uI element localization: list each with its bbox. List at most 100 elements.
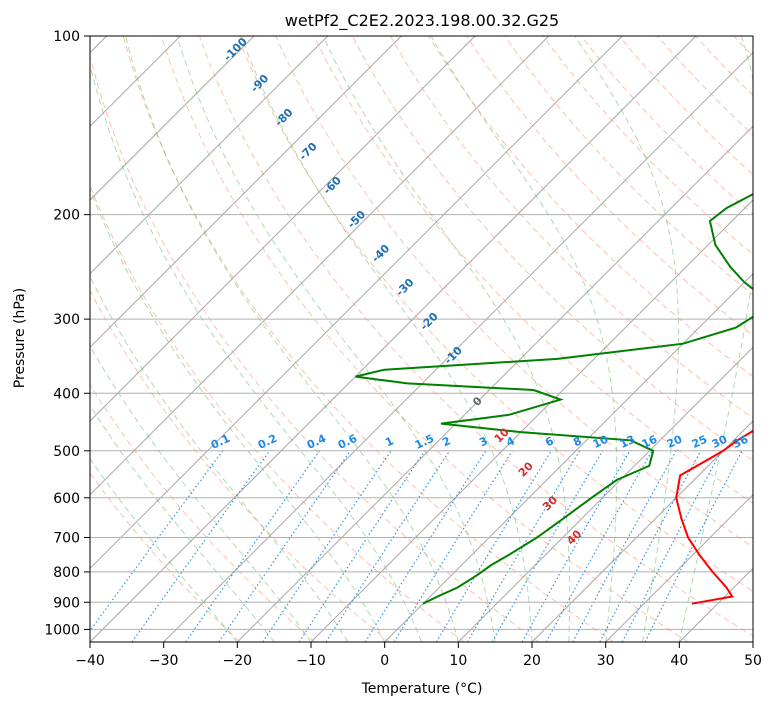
- mixing-ratio-line: [644, 450, 743, 642]
- mixing-ratio-label: 0.6: [336, 432, 359, 452]
- x-tick-label: −20: [223, 653, 253, 669]
- isotherm-line: [531, 420, 753, 642]
- y-axis-label: Pressure (hPa): [12, 288, 28, 388]
- x-tick-label: 40: [670, 653, 688, 669]
- moist-adiabat-line: [125, 36, 459, 642]
- isotherm-line: [605, 493, 753, 642]
- mixing-ratio-label: 1: [383, 434, 395, 449]
- isotherm-line: [90, 36, 402, 349]
- mixing-ratio-line: [262, 450, 392, 642]
- y-tick-label: 1000: [44, 622, 80, 638]
- y-tick-label: 400: [53, 386, 80, 402]
- mixing-ratio-line: [185, 450, 321, 642]
- moist-adiabat-line: [574, 36, 679, 642]
- mixing-ratio-label: 36: [731, 433, 751, 451]
- dry-adiabat-line: [466, 36, 753, 337]
- y-tick-label: 100: [53, 29, 80, 45]
- x-tick-label: 50: [744, 653, 762, 669]
- x-tick-label: 20: [523, 653, 541, 669]
- mixing-ratio-label: 0.4: [305, 432, 328, 452]
- moist-adiabat-label: -60: [321, 174, 344, 197]
- background-lines: [90, 36, 753, 642]
- isotherm-line: [90, 36, 550, 496]
- mixing-ratio-line: [325, 450, 451, 642]
- moist-adiabat-label: -30: [393, 276, 416, 299]
- moist-adiabat-label: 30: [540, 493, 560, 513]
- isotherm-line: [90, 36, 697, 642]
- dry-adiabat-line: [695, 36, 753, 97]
- dry-adiabat-line: [657, 36, 753, 136]
- profile-lines: [355, 192, 753, 605]
- dry-adiabat-line: [389, 36, 753, 419]
- mixing-ratio-label: 25: [690, 433, 709, 451]
- y-tick-label: 700: [53, 531, 80, 547]
- mixing-ratio-label: 13: [618, 433, 637, 451]
- dry-adiabat-line: [122, 36, 614, 642]
- plot-frame: [89, 35, 754, 643]
- x-tick-label: −30: [149, 653, 179, 669]
- mixing-ratio-label: 16: [640, 433, 660, 451]
- mixing-ratio-label: 30: [710, 433, 730, 451]
- dry-adiabat-line: [504, 36, 753, 296]
- moist-adiabat-line: [90, 457, 238, 642]
- pressure-gridlines: [90, 36, 753, 630]
- x-tick-label: 30: [597, 653, 615, 669]
- dry-adiabat-line: [199, 36, 753, 637]
- x-axis: −40 −30 −20 −10 0 10 20 30 40 50: [75, 642, 762, 669]
- moist-adiabat-label: -90: [248, 72, 271, 95]
- y-tick-label: 600: [53, 491, 80, 507]
- moist-adiabat-label: -50: [345, 208, 368, 231]
- x-tick-label: 0: [380, 653, 389, 669]
- isotherm-line: [90, 36, 476, 422]
- mixing-ratio-line: [621, 450, 722, 642]
- x-axis-label: Temperature (°C): [361, 681, 483, 697]
- moist-adiabat-line: [90, 275, 349, 642]
- isotherm-line: [384, 272, 753, 642]
- moist-adiabat-line: [678, 36, 753, 642]
- mixing-ratio-line: [435, 450, 552, 642]
- isotherm-line: [90, 36, 329, 275]
- y-tick-label: 500: [53, 444, 80, 460]
- moist-adiabat-line: [322, 36, 571, 642]
- mixing-ratio-label: 10: [591, 433, 611, 451]
- y-tick-label: 300: [53, 312, 80, 328]
- dry-adiabat-line: [90, 472, 241, 642]
- mixing-ratio-line: [599, 450, 702, 642]
- x-tick-label: −40: [75, 653, 105, 669]
- y-axis: 100 200 300 400 500 600 700 800 900 1000: [44, 29, 90, 638]
- isotherm-line: [163, 51, 753, 642]
- dry-adiabat-line: [90, 54, 540, 642]
- isotherm-line: [236, 125, 753, 642]
- moist-adiabat-label: -100: [221, 35, 250, 64]
- mixing-ratio-label: 20: [665, 433, 685, 451]
- mixing-ratio-line: [90, 450, 224, 632]
- mixing-ratio-line: [131, 450, 271, 642]
- moist-adiabat-line: [90, 344, 312, 642]
- moist-adiabat-line: [90, 188, 386, 642]
- moist-adiabat-label: -20: [418, 310, 441, 333]
- dry-adiabat-line: [237, 36, 753, 592]
- dry-adiabat-line: [542, 36, 753, 256]
- isotherm-line: [752, 641, 753, 642]
- moist-adiabat-line: [90, 62, 422, 642]
- dry-adiabat-line: [90, 383, 316, 642]
- mixing-ratio-line: [572, 450, 677, 642]
- mixing-ratio-line: [545, 450, 653, 642]
- dry-adiabat-line: [90, 289, 390, 642]
- isotherm-line: [90, 36, 623, 570]
- isotherm-line: [310, 199, 753, 642]
- moist-adiabat-line: [240, 36, 533, 642]
- moist-adiabat-line: [430, 36, 618, 642]
- x-tick-label: −10: [296, 653, 326, 669]
- profile-line-1: [355, 192, 753, 605]
- mixing-ratio-line: [218, 450, 351, 642]
- moist-adiabat-line: [90, 404, 275, 642]
- dry-adiabat-line: [733, 36, 753, 57]
- isotherm-line: [457, 346, 753, 642]
- chart-title: wetPf2_C2E2.2023.198.00.32.G25: [285, 11, 559, 31]
- y-tick-label: 800: [53, 565, 80, 581]
- profile-line-0: [675, 429, 753, 605]
- isotherm-line: [678, 567, 753, 642]
- mixing-ratio-line: [364, 450, 487, 642]
